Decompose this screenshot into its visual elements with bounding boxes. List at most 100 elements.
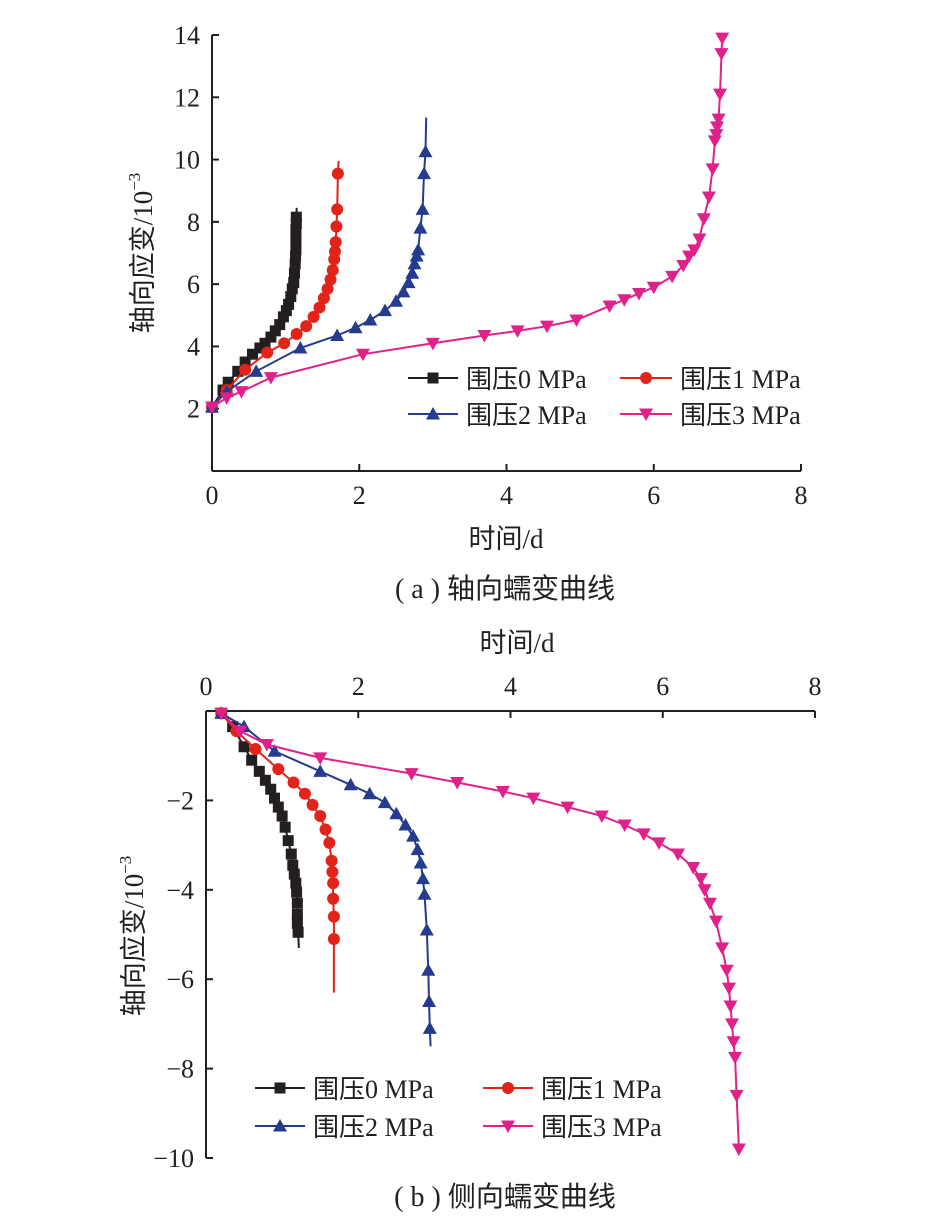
chart-b-series-1-point-4 bbox=[287, 776, 300, 789]
chart-a-series-3-point-17 bbox=[687, 244, 702, 257]
chart-b-series-0-point-10 bbox=[279, 821, 291, 833]
chart-b-legend-item-2 bbox=[255, 1119, 305, 1132]
chart-a-series-3-point-8 bbox=[539, 320, 554, 334]
chart-a-series-3-point-20 bbox=[701, 191, 716, 204]
chart-b-series-3-point-16 bbox=[697, 884, 712, 897]
chart-b-ticks: 0 2 4 6 8 −2 −4 −6 −8 −10 bbox=[153, 672, 821, 1173]
chart-a-series-0-point-12 bbox=[280, 305, 292, 317]
chart-b-series-3-point-5 bbox=[450, 777, 465, 790]
chart-a-series-3-point-10 bbox=[602, 300, 617, 313]
chart-b-series-2-point-17 bbox=[422, 1021, 437, 1034]
chart-b-x-tick-label-1: 2 bbox=[352, 672, 365, 701]
chart-b-series-3-point-24 bbox=[726, 1036, 741, 1049]
chart-a-series-3-point-23 bbox=[709, 129, 724, 142]
chart-a-series-0-point-8 bbox=[265, 331, 277, 343]
chart-b-legend-marker-0 bbox=[274, 1082, 286, 1094]
chart-b-legend-label-0: 围压0 MPa bbox=[313, 1075, 434, 1104]
chart-a-series-3-point-9 bbox=[569, 314, 584, 327]
chart-a-x-tick-label-2: 4 bbox=[500, 481, 513, 510]
chart-b-series-1-point-15 bbox=[327, 932, 340, 945]
chart-a-series-3-point-27 bbox=[714, 48, 729, 61]
chart-b-series-0-point-6 bbox=[265, 783, 277, 795]
chart-a-x-tick-label-1: 2 bbox=[353, 481, 366, 510]
chart-a-legend-item-1 bbox=[620, 372, 672, 384]
chart-b-x-tick-label-0: 0 bbox=[200, 672, 213, 701]
chart-b-series-0-point-7 bbox=[269, 792, 281, 804]
chart-a-series-1-point-14 bbox=[328, 245, 341, 258]
chart-b-series-0-point-8 bbox=[272, 801, 284, 813]
chart-a-series-0-point-7 bbox=[259, 337, 271, 349]
chart-a-series-3-point-3 bbox=[263, 372, 278, 385]
chart-a-series-3-point-25 bbox=[711, 113, 726, 127]
chart-a-series-3-point-7 bbox=[510, 325, 525, 338]
chart-a-legend-marker-0 bbox=[427, 372, 439, 384]
chart-b-series-2-point-10 bbox=[410, 842, 425, 856]
chart-a-y-tick-label-0: 2 bbox=[187, 395, 200, 424]
chart-b-series-3-point-9 bbox=[594, 810, 609, 824]
chart-a-series-2-point-3 bbox=[293, 340, 308, 354]
chart-b-y-tick-label-2: −6 bbox=[166, 965, 194, 994]
chart-b-series-3-point-3 bbox=[313, 752, 328, 765]
chart-b-series-2-point-4 bbox=[343, 777, 358, 791]
chart-a-series-2-point-4 bbox=[330, 328, 345, 342]
chart-b-series-2-point-8 bbox=[398, 817, 413, 831]
chart-b-series-1-point-10 bbox=[325, 854, 338, 867]
chart-b-series-3-point-26 bbox=[729, 1089, 744, 1103]
chart-a-series-1-point-15 bbox=[329, 236, 342, 249]
chart-a-ticks: 0 2 4 6 8 2 4 6 8 10 12 14 bbox=[174, 21, 808, 510]
chart-b-series-2-point-5 bbox=[362, 786, 377, 800]
chart-a-series-0-point-22 bbox=[290, 230, 302, 242]
chart-b: 时间/d 0 2 4 6 8 −2 −4 −6 −8 −10 轴向应变/10−3 围压0 MPa … bbox=[116, 628, 822, 1213]
chart-a-series-0-point-19 bbox=[290, 250, 302, 262]
chart-b-series-3-point-22 bbox=[723, 1000, 738, 1014]
chart-a-series-0-point-15 bbox=[286, 283, 298, 295]
chart-b-series-2-point-13 bbox=[417, 887, 432, 900]
chart-b-legend-label-3: 围压3 MPa bbox=[541, 1113, 662, 1142]
chart-a-series-0-point-9 bbox=[269, 325, 281, 337]
chart-a-series-3-point-13 bbox=[646, 281, 661, 295]
chart-b-series-1-point-14 bbox=[327, 910, 340, 923]
chart-a-series-3-point-21 bbox=[705, 163, 720, 176]
chart-a-x-axis-title: 时间/d bbox=[468, 524, 544, 554]
chart-b-legend: 围压0 MPa 围压1 MPa 围压2 MPa 围压3 MPa bbox=[255, 1075, 662, 1142]
chart-b-series-3-point-21 bbox=[721, 982, 736, 996]
chart-b-series-3-point-12 bbox=[651, 837, 666, 850]
chart-b-series-0-point-3 bbox=[246, 754, 258, 766]
chart-b-series-3-point-27 bbox=[731, 1143, 746, 1157]
chart-b-legend-label-2: 围压2 MPa bbox=[313, 1113, 434, 1142]
chart-a-series-3-point-26 bbox=[713, 88, 728, 102]
chart-a-series-3-point-19 bbox=[696, 213, 711, 226]
chart-b-series-1-point-6 bbox=[306, 798, 319, 811]
chart-b-series-1-point-2 bbox=[249, 742, 262, 755]
chart-a-series-1-point-10 bbox=[321, 282, 334, 295]
chart-b-series-3-point-20 bbox=[719, 964, 734, 978]
chart-b-series-2-point-11 bbox=[413, 855, 428, 869]
chart-b-series-0-point-5 bbox=[259, 774, 271, 786]
chart-b-x-axis-title: 时间/d bbox=[479, 628, 555, 658]
chart-a-series-2-point-7 bbox=[378, 303, 393, 317]
chart-a-series-0-point-5 bbox=[246, 348, 258, 360]
chart-a-series-1-point-5 bbox=[290, 327, 303, 340]
chart-b-series-2-point-7 bbox=[389, 806, 404, 820]
chart-a-legend-marker-3 bbox=[639, 408, 653, 421]
chart-b-legend-item-3 bbox=[483, 1120, 533, 1133]
chart-a-series-2-point-5 bbox=[348, 320, 363, 334]
chart-a-series-2-point-18 bbox=[418, 144, 433, 158]
chart-b-series-line-0 bbox=[220, 712, 300, 948]
chart-a-series-1-point-12 bbox=[326, 264, 339, 277]
chart-b-series-1-point-9 bbox=[323, 836, 336, 849]
chart-a-legend-item-2 bbox=[408, 407, 458, 420]
chart-b-series-3-point-1 bbox=[233, 725, 248, 739]
chart-b-series-0-point-17 bbox=[291, 897, 303, 909]
chart-b-legend-item-1 bbox=[483, 1082, 533, 1094]
chart-a-y-axis-title-main: 轴向应变/10 bbox=[128, 191, 158, 334]
chart-b-series-2-point-14 bbox=[419, 923, 434, 936]
chart-b-series-0-point-19 bbox=[291, 917, 303, 929]
chart-b-series-0-point-14 bbox=[288, 868, 300, 880]
chart-a-series-1-point-4 bbox=[278, 337, 291, 350]
chart-a-series-0-point-20 bbox=[290, 244, 302, 256]
chart-b-legend-marker-2 bbox=[273, 1119, 287, 1132]
chart-a-series-0-point-11 bbox=[277, 311, 289, 323]
chart-a-caption: ( a ) 轴向蠕变曲线 bbox=[395, 573, 615, 605]
chart-a-x-tick-label-0: 0 bbox=[206, 481, 219, 510]
